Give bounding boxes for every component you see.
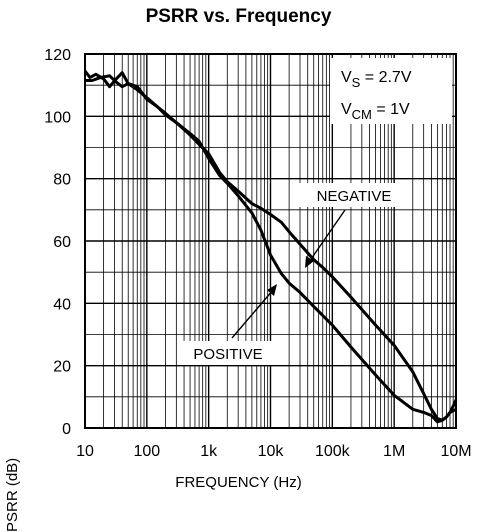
y-tick-label: 40 — [53, 296, 71, 313]
negative-arrow — [308, 209, 346, 263]
conditions-box — [330, 58, 452, 124]
y-tick-label: 20 — [53, 359, 71, 376]
x-tick-label: 1M — [383, 443, 405, 460]
y-tick-label: 80 — [53, 172, 71, 189]
chart: PSRR vs. Frequency PSRR (dB) FREQUENCY (… — [4, 6, 472, 532]
x-axis-label: FREQUENCY (Hz) — [175, 474, 302, 491]
series-line-positive — [83, 70, 457, 424]
positive-arrowhead — [267, 284, 277, 296]
positive-arrow — [231, 289, 274, 339]
positive-label-bg — [180, 341, 276, 365]
plot-area: 0 20 40 60 80 100 120 10 100 1k 10k 100k 1M 10M VS = … — [44, 47, 471, 460]
y-axis-label: PSRR (dB) — [4, 457, 21, 532]
x-tick-label: 10M — [440, 443, 471, 460]
negative-arrowhead — [305, 256, 314, 268]
condition-vcm: VCM = 1V — [341, 101, 410, 122]
x-tick-label: 100k — [315, 443, 351, 460]
condition-vs: VS = 2.7V — [341, 69, 412, 90]
negative-label: NEGATIVE — [317, 188, 392, 205]
plot-frame — [84, 53, 457, 429]
x-tick-label: 1k — [200, 443, 218, 460]
y-tick-label: 100 — [44, 109, 71, 126]
negative-label-bg — [298, 183, 410, 207]
chart-title: PSRR vs. Frequency — [145, 6, 332, 27]
y-tick-label: 120 — [44, 47, 71, 64]
y-tick-label: 0 — [62, 421, 71, 438]
y-tick-label: 60 — [53, 234, 71, 251]
positive-label: POSITIVE — [193, 346, 262, 363]
x-tick-label: 10 — [76, 443, 94, 460]
x-tick-label: 100 — [133, 443, 160, 460]
x-tick-label: 10k — [258, 443, 285, 460]
